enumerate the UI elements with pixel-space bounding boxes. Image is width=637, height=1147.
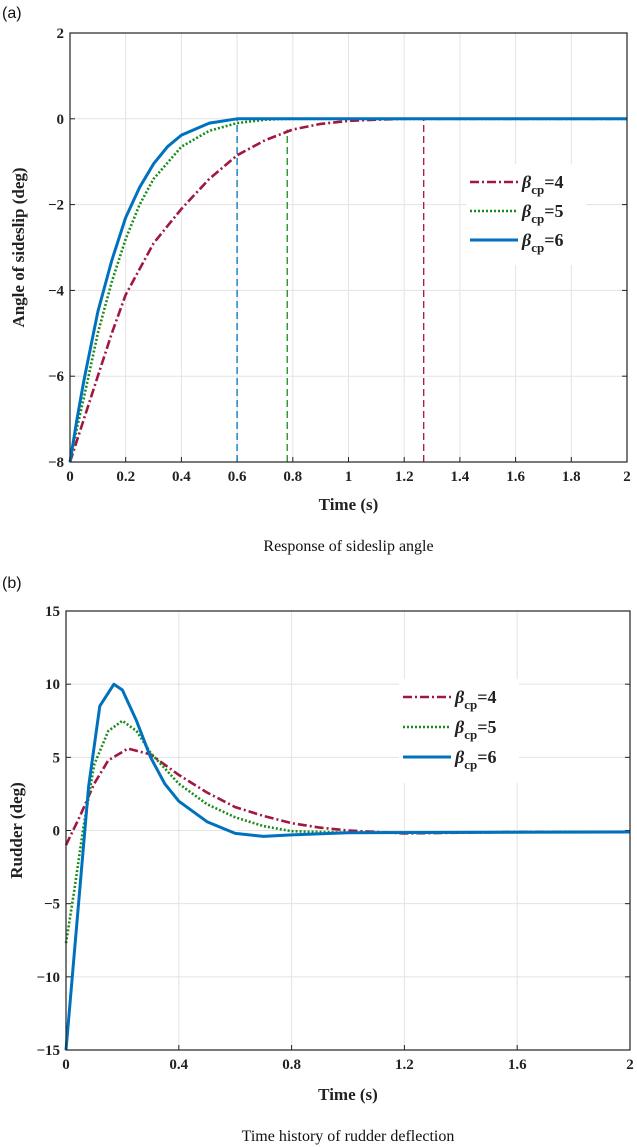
y-axis-label: Rudder (deg) — [7, 782, 26, 879]
x-tick-label: 0.8 — [282, 1057, 301, 1073]
legend-subscript: cp — [464, 727, 477, 742]
x-tick-label: 1 — [345, 469, 353, 485]
x-tick-label: 0.4 — [172, 469, 191, 485]
panel-label: (b) — [2, 575, 22, 592]
legend-entry-1: βcp=4 — [454, 687, 497, 712]
figure-caption: Response of sideslip angle — [263, 538, 433, 555]
legend-entry-3: βcp=6 — [454, 747, 497, 772]
y-tick-label: 0 — [53, 824, 61, 840]
legend-value: =6 — [477, 747, 496, 767]
legend-value: =5 — [544, 201, 563, 221]
legend-symbol: β — [521, 201, 532, 221]
legend-entry-1: βcp=4 — [521, 172, 564, 197]
y-tick-label: 0 — [57, 112, 65, 128]
legend-value: =5 — [477, 717, 496, 737]
chart-panel-1: (a) 0 0.2 0.4 0.6 0.8 1 1.2 1.4 1.6 1.8 2 2 0 −2 −4 −6 −8… — [2, 5, 631, 555]
y-tick-label: −6 — [48, 369, 65, 385]
series-line-3 — [68, 117, 627, 463]
x-tick-label: 1.2 — [395, 469, 414, 485]
legend-background — [399, 679, 519, 783]
y-tick-label: −2 — [48, 198, 64, 214]
plot-area-frame — [65, 610, 631, 1051]
legend-entry-3: βcp=6 — [521, 230, 564, 255]
legend-symbol: β — [454, 687, 465, 707]
y-tick-label: 10 — [45, 677, 60, 693]
legend-symbol: β — [521, 172, 532, 192]
panel-label: (a) — [2, 5, 22, 22]
x-tick-label: 1.6 — [506, 469, 525, 485]
y-tick-label: −4 — [48, 283, 65, 299]
x-tick-label: 0 — [66, 469, 74, 485]
y-tick-label: 2 — [57, 26, 65, 42]
legend-value: =4 — [544, 172, 563, 192]
y-axis-label: Angle of sideslip (deg) — [9, 167, 28, 327]
legend-entry-2: βcp=5 — [521, 201, 564, 226]
y-tick-label: −8 — [48, 455, 64, 471]
x-tick-label: 1.2 — [395, 1057, 414, 1073]
chart-panel-2: (b)0 0.4 0.8 1.2 1.6 2151050−5−10−15βcp=4βcp=… — [2, 575, 634, 1145]
legend-subscript: cp — [531, 240, 544, 255]
series-line-1 — [64, 747, 630, 846]
y-tick-label: 5 — [53, 750, 61, 766]
x-tick-label: 0.2 — [116, 469, 135, 485]
legend-background — [466, 164, 586, 265]
legend-symbol: β — [521, 230, 532, 250]
y-tick-label: −5 — [44, 897, 60, 913]
x-tick-label: 0.6 — [228, 469, 247, 485]
legend-subscript: cp — [531, 211, 544, 226]
x-tick-label: 0 — [62, 1057, 70, 1073]
series-line-3 — [64, 682, 631, 1051]
x-tick-label: 1.6 — [508, 1057, 527, 1073]
plot-area-frame — [69, 32, 628, 463]
y-tick-label: 15 — [45, 604, 60, 620]
y-tick-label: −15 — [36, 1043, 60, 1059]
x-tick-label: 0.4 — [169, 1057, 188, 1073]
legend-value: =4 — [477, 687, 496, 707]
y-tick-label: −10 — [36, 970, 60, 986]
legend-symbol: β — [454, 747, 465, 767]
x-tick-label: 1.4 — [451, 469, 470, 485]
x-axis-label: Time (s) — [318, 1085, 378, 1104]
figure-caption: Time history of rudder deflection — [242, 1128, 455, 1145]
series-line-2 — [68, 117, 627, 463]
x-tick-label: 0.8 — [283, 469, 302, 485]
legend-entry-2: βcp=5 — [454, 717, 497, 742]
x-axis-label: Time (s) — [319, 495, 379, 514]
legend-value: =6 — [544, 230, 563, 250]
legend-subscript: cp — [464, 757, 477, 772]
x-tick-label: 2 — [623, 469, 631, 485]
x-tick-label: 1.8 — [562, 469, 581, 485]
legend-subscript: cp — [531, 182, 544, 197]
legend-subscript: cp — [464, 697, 477, 712]
x-tick-label: 2 — [626, 1057, 634, 1073]
legend-symbol: β — [454, 717, 465, 737]
